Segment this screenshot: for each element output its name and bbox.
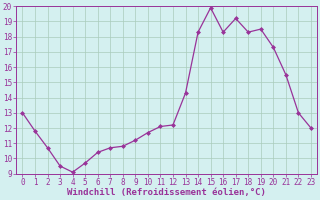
X-axis label: Windchill (Refroidissement éolien,°C): Windchill (Refroidissement éolien,°C) [67, 188, 266, 197]
